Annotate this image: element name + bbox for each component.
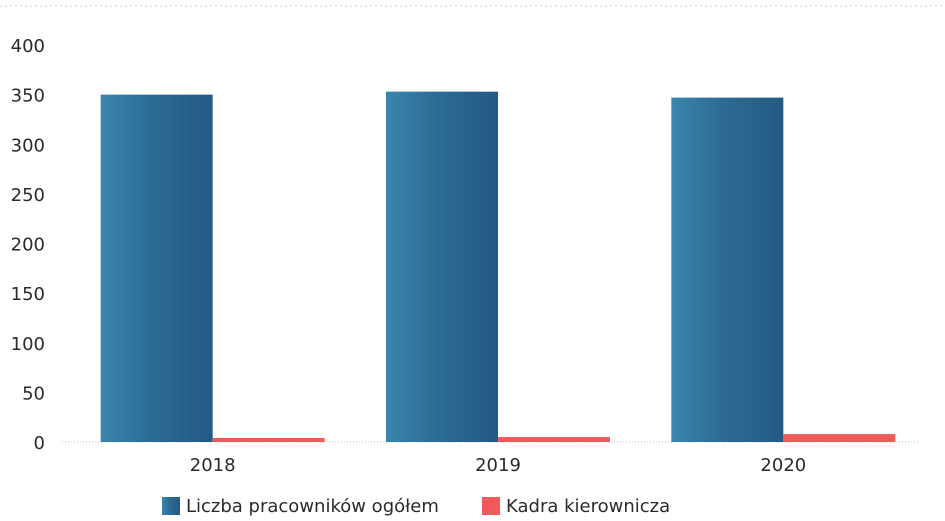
legend: Liczba pracowników ogółem Kadra kierownic… bbox=[162, 496, 670, 517]
y-tick-label: 100 bbox=[11, 334, 45, 355]
bar-total-employees-2019 bbox=[386, 91, 498, 443]
y-tick-label: 250 bbox=[11, 185, 45, 206]
bar-management-2019 bbox=[498, 437, 610, 442]
y-tick-label: 350 bbox=[11, 86, 45, 107]
bar-management-2020 bbox=[783, 434, 896, 442]
x-tick-label: 2018 bbox=[190, 455, 236, 476]
legend-label: Kadra kierownicza bbox=[506, 496, 670, 517]
y-tick-label: 300 bbox=[11, 135, 45, 156]
y-tick-label: 0 bbox=[34, 433, 45, 454]
bar-total-employees-2018 bbox=[100, 94, 213, 442]
legend-swatch bbox=[162, 497, 180, 515]
x-axis-labels: 2018 2019 2020 bbox=[190, 455, 806, 476]
y-axis-ticks: 0 50 100 150 200 250 300 350 400 bbox=[11, 36, 45, 454]
legend-label: Liczba pracowników ogółem bbox=[186, 496, 439, 517]
bar-management-2018 bbox=[212, 438, 325, 442]
bar-total-employees-2020 bbox=[671, 97, 784, 442]
legend-swatch bbox=[482, 497, 500, 515]
y-tick-label: 200 bbox=[11, 235, 45, 256]
x-tick-label: 2020 bbox=[760, 455, 806, 476]
bars-group bbox=[100, 91, 896, 443]
y-tick-label: 150 bbox=[11, 284, 45, 305]
x-tick-label: 2019 bbox=[475, 455, 521, 476]
y-tick-label: 50 bbox=[22, 383, 45, 404]
y-tick-label: 400 bbox=[11, 36, 45, 57]
